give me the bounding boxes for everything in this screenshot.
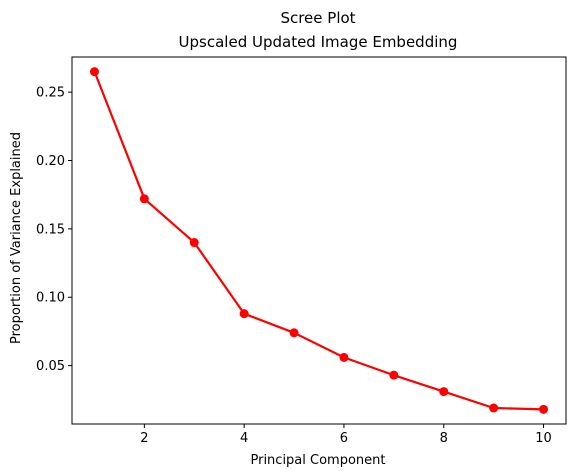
- data-point: [139, 194, 149, 204]
- data-point: [89, 67, 99, 77]
- y-tick-label: 0.25: [36, 86, 65, 101]
- data-point: [489, 403, 499, 413]
- data-point: [289, 328, 299, 338]
- data-point: [539, 404, 549, 414]
- series-line: [93, 71, 544, 411]
- y-tick-label: 0.20: [36, 154, 65, 169]
- data-point: [389, 370, 399, 380]
- x-tick-label: 10: [535, 431, 552, 446]
- chart-subtitle: Upscaled Updated Image Embedding: [179, 33, 458, 51]
- data-point: [189, 238, 199, 248]
- data-point: [239, 309, 249, 319]
- x-axis-label: Principal Component: [250, 453, 385, 468]
- chart-title: Scree Plot: [280, 9, 355, 27]
- x-tick-label: 2: [140, 431, 148, 446]
- x-tick-label: 8: [440, 431, 448, 446]
- data-point: [439, 387, 449, 397]
- y-tick-label: 0.10: [36, 291, 65, 306]
- y-axis-label: Proportion of Variance Explained: [9, 132, 24, 344]
- y-tick-label: 0.15: [36, 222, 65, 237]
- y-tick-label: 0.05: [36, 359, 65, 374]
- x-tick-label: 4: [240, 431, 248, 446]
- x-tick-label: 6: [340, 431, 348, 446]
- data-point: [339, 352, 349, 362]
- axes-frame: [71, 56, 567, 425]
- plot-area: 2 4 6 8 10 0.05 0.10 0.15 0.20 0.25: [36, 56, 567, 446]
